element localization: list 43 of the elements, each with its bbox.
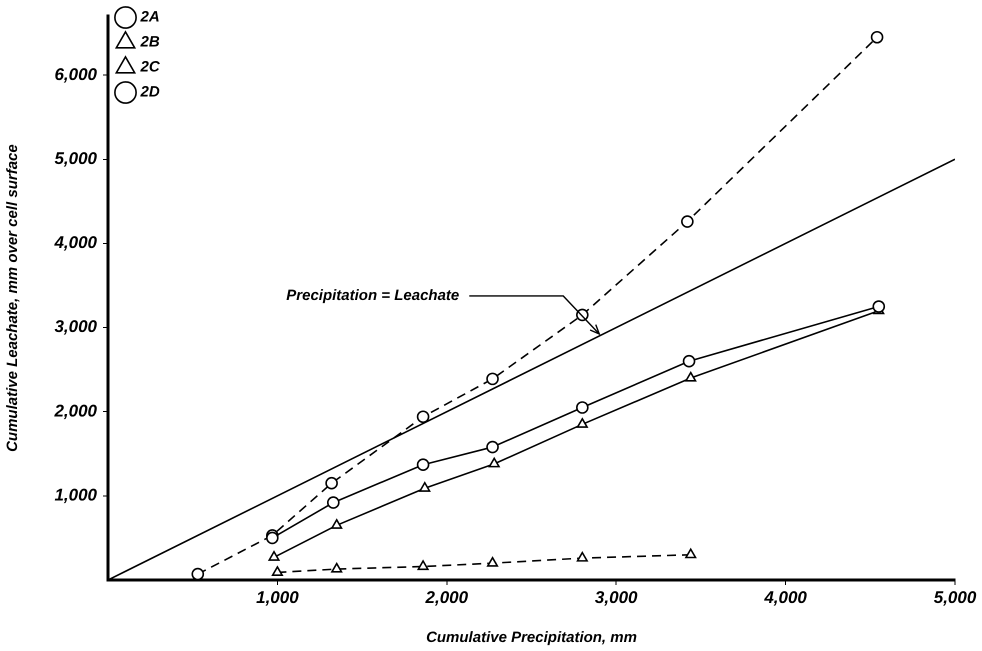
point xyxy=(416,410,430,424)
point xyxy=(685,548,696,558)
annotation: Precipitation = Leachate xyxy=(286,287,460,304)
point xyxy=(266,532,279,544)
x-tick-label: 4,000 xyxy=(763,588,808,607)
point xyxy=(268,550,280,561)
y-tick-label: 1,000 xyxy=(54,486,98,505)
x-tick-label: 5,000 xyxy=(934,588,977,607)
point xyxy=(327,496,340,509)
legend-label: 2B xyxy=(140,34,160,51)
point xyxy=(872,300,886,313)
point xyxy=(419,482,430,492)
point xyxy=(418,560,429,570)
point xyxy=(486,372,499,386)
point xyxy=(488,458,500,468)
legend-label: 2A xyxy=(140,8,160,26)
point xyxy=(325,476,338,490)
point xyxy=(576,552,588,562)
x-tick-label: 2,000 xyxy=(424,588,469,607)
point xyxy=(486,440,499,454)
point xyxy=(416,458,430,472)
point xyxy=(685,372,696,382)
point xyxy=(272,566,283,576)
y-tick-label: 5,000 xyxy=(54,148,98,168)
point xyxy=(576,401,589,414)
point xyxy=(191,568,204,580)
point xyxy=(331,519,342,529)
point xyxy=(486,556,498,567)
x-tick-label: 1,000 xyxy=(256,588,300,607)
point xyxy=(682,354,696,368)
y-tick-label: 2,000 xyxy=(53,401,98,420)
legend-label: 2C xyxy=(140,58,161,76)
y-tick-label: 4,000 xyxy=(53,233,98,252)
legend-label: 2D xyxy=(140,84,160,101)
point xyxy=(870,30,884,44)
y-tick-label: 6,000 xyxy=(54,64,98,84)
point xyxy=(681,215,694,228)
point xyxy=(331,562,342,573)
x-tick-label: 3,000 xyxy=(594,588,638,607)
point xyxy=(576,418,588,428)
y-axis-title: Cumulative Leachate, mm over cell surface xyxy=(4,144,22,452)
y-tick-label: 3,000 xyxy=(54,317,98,336)
x-axis-title: Cumulative Precipitation, mm xyxy=(426,629,637,646)
